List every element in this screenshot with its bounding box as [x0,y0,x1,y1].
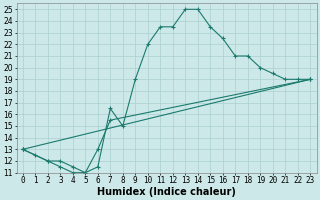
X-axis label: Humidex (Indice chaleur): Humidex (Indice chaleur) [97,187,236,197]
